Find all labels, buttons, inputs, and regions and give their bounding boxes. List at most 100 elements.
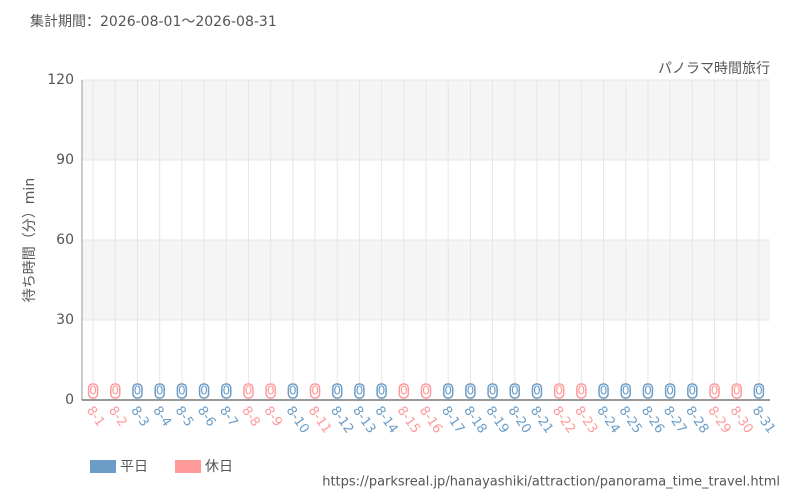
y-tick-label: 0 [65, 392, 74, 408]
x-tick-label: 8-6 [194, 404, 218, 430]
value-label: 0 [178, 384, 186, 398]
x-tick-label: 8-7 [216, 404, 240, 430]
value-label: 0 [111, 384, 119, 398]
value-label-box [198, 383, 210, 399]
value-label: 0 [267, 384, 275, 398]
x-tick-label: 8-29 [704, 404, 733, 437]
x-tick-label: 8-21 [527, 404, 556, 437]
value-label: 0 [711, 384, 719, 398]
value-label: 0 [422, 384, 430, 398]
value-label-box [87, 383, 99, 399]
chart-title: パノラマ時間旅行 [658, 61, 770, 77]
x-tick-label: 8-10 [283, 404, 312, 437]
value-label: 0 [444, 384, 452, 398]
value-label-box [531, 383, 543, 399]
x-tick-label: 8-26 [638, 404, 667, 437]
x-tick-label: 8-19 [482, 404, 511, 437]
value-label-box [331, 383, 343, 399]
value-label: 0 [511, 384, 519, 398]
x-tick-label: 8-2 [105, 404, 129, 430]
value-label: 0 [467, 384, 475, 398]
value-label-box [176, 383, 188, 399]
value-label-box [753, 383, 765, 399]
x-tick-label: 8-17 [438, 404, 467, 437]
x-tick-label: 8-22 [549, 404, 578, 437]
value-label: 0 [134, 384, 142, 398]
x-tick-label: 8-9 [261, 404, 285, 430]
x-tick-label: 8-25 [616, 404, 645, 437]
y-tick-label: 60 [56, 232, 74, 248]
value-label-box [265, 383, 276, 399]
y-tick-label: 90 [56, 152, 74, 168]
legend-label: 休日 [205, 459, 233, 475]
x-tick-label: 8-16 [416, 404, 445, 437]
value-label-box [687, 383, 698, 399]
value-label: 0 [733, 384, 741, 398]
value-label-box [110, 383, 121, 399]
value-label: 0 [156, 384, 164, 398]
value-label-box [354, 383, 365, 399]
x-tick-label: 8-11 [305, 404, 334, 437]
x-tick-label: 8-14 [371, 404, 400, 437]
value-label-box [731, 383, 742, 399]
value-label: 0 [578, 384, 586, 398]
value-label-box [420, 383, 432, 399]
value-label: 0 [400, 384, 408, 398]
x-tick-label: 8-12 [327, 404, 356, 437]
value-label: 0 [89, 384, 97, 398]
value-label: 0 [600, 384, 608, 398]
x-tick-label: 8-1 [83, 404, 107, 430]
x-tick-label: 8-24 [593, 404, 622, 437]
value-label-box [442, 383, 454, 399]
value-label: 0 [755, 384, 763, 398]
legend-label: 平日 [120, 459, 148, 475]
x-tick-label: 8-23 [571, 404, 600, 437]
source-url: https://parksreal.jp/hanayashiki/attract… [322, 475, 780, 490]
value-label-box [376, 383, 387, 399]
x-tick-label: 8-8 [238, 404, 262, 430]
value-label-box [576, 383, 587, 399]
y-tick-label: 120 [47, 72, 74, 88]
value-label-box [309, 383, 321, 399]
x-tick-label: 8-15 [394, 404, 423, 437]
x-tick-label: 8-3 [127, 404, 151, 430]
value-label: 0 [333, 384, 341, 398]
x-tick-label: 8-5 [172, 404, 196, 430]
value-label-box [221, 383, 232, 399]
value-label-box [553, 383, 565, 399]
legend-swatch [175, 460, 201, 473]
value-label-box [487, 383, 498, 399]
value-label-box [598, 383, 609, 399]
value-label: 0 [622, 384, 630, 398]
value-label-box [243, 383, 254, 399]
value-label: 0 [222, 384, 230, 398]
value-label: 0 [200, 384, 208, 398]
x-tick-label: 8-31 [749, 404, 778, 437]
legend-swatch [90, 460, 116, 473]
value-label: 0 [666, 384, 674, 398]
value-label-box [509, 383, 521, 399]
value-label-box [287, 383, 299, 399]
value-label: 0 [289, 384, 297, 398]
y-tick-label: 30 [56, 312, 74, 328]
value-label: 0 [489, 384, 497, 398]
value-label: 0 [689, 384, 697, 398]
value-label: 0 [555, 384, 563, 398]
value-label: 0 [311, 384, 319, 398]
value-label-box [664, 383, 676, 399]
x-tick-label: 8-18 [460, 404, 489, 437]
value-label-box [709, 383, 720, 399]
value-label-box [620, 383, 631, 399]
value-label: 0 [378, 384, 386, 398]
x-tick-label: 8-4 [150, 404, 174, 430]
value-label-box [465, 383, 476, 399]
value-label-box [398, 383, 410, 399]
value-label: 0 [533, 384, 541, 398]
x-tick-label: 8-20 [505, 404, 534, 437]
y-axis-label: 待ち時間（分）min [22, 178, 38, 302]
value-label: 0 [356, 384, 364, 398]
value-label-box [132, 383, 143, 399]
chart-subtitle: 集計期間：2026-08-01〜2026-08-31 [30, 13, 277, 30]
value-label-box [154, 383, 165, 399]
